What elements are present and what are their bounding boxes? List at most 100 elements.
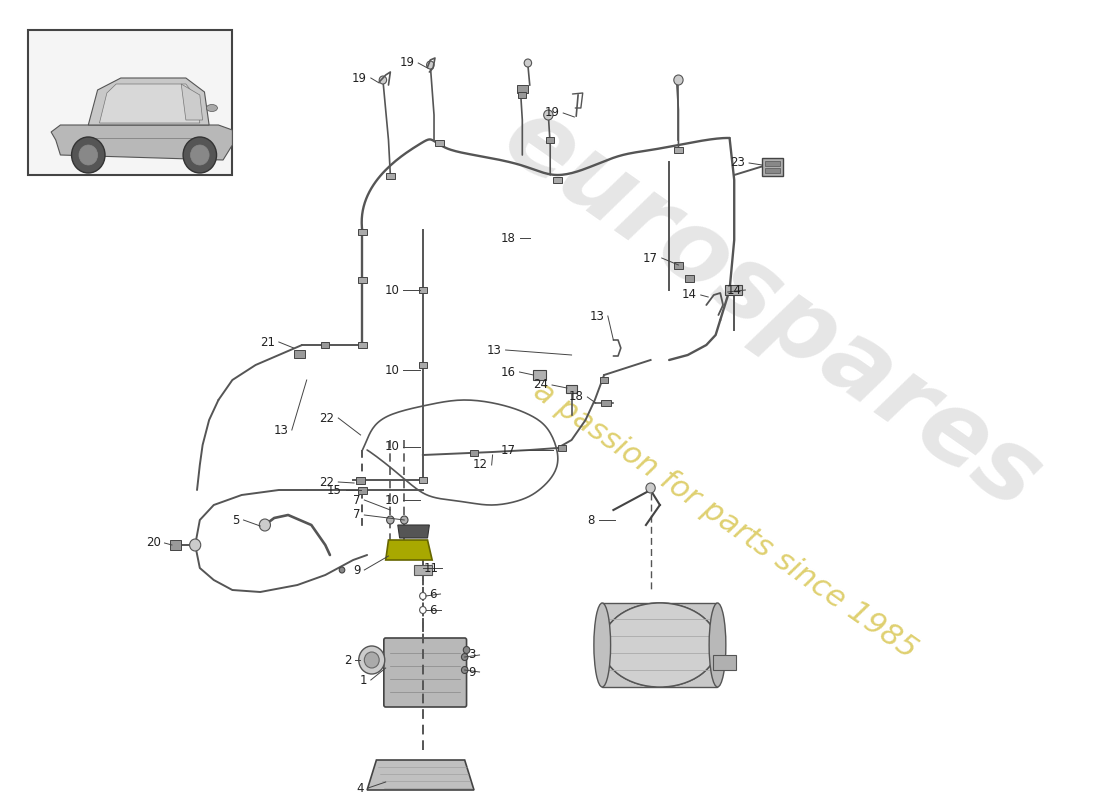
Bar — [713, 655, 736, 670]
Bar — [600, 377, 608, 383]
Text: 20: 20 — [146, 537, 161, 550]
Text: 17: 17 — [500, 443, 516, 457]
Circle shape — [379, 76, 386, 84]
Text: 10: 10 — [385, 441, 399, 454]
Circle shape — [543, 110, 553, 120]
Text: 21: 21 — [260, 335, 275, 349]
Bar — [602, 603, 717, 687]
Text: 13: 13 — [273, 423, 288, 437]
Circle shape — [79, 145, 98, 165]
Text: 6: 6 — [429, 603, 437, 617]
FancyBboxPatch shape — [384, 638, 466, 707]
Bar — [674, 262, 683, 269]
Bar — [546, 137, 554, 143]
Text: 10: 10 — [385, 494, 399, 506]
Bar — [294, 350, 305, 358]
Bar — [321, 342, 330, 348]
Circle shape — [419, 593, 426, 599]
Circle shape — [461, 666, 468, 674]
Bar — [674, 147, 683, 153]
Circle shape — [461, 654, 468, 661]
Circle shape — [419, 606, 426, 614]
Polygon shape — [367, 760, 474, 790]
Text: 24: 24 — [534, 378, 548, 391]
Bar — [28, 30, 232, 175]
Polygon shape — [398, 525, 429, 538]
Circle shape — [72, 137, 104, 173]
Bar — [470, 450, 478, 456]
Bar — [725, 285, 741, 295]
Circle shape — [427, 61, 434, 69]
Circle shape — [359, 646, 385, 674]
Circle shape — [364, 652, 380, 668]
Bar — [386, 173, 395, 179]
Circle shape — [183, 137, 217, 173]
Bar — [517, 85, 528, 93]
Ellipse shape — [594, 603, 610, 687]
Bar — [764, 161, 780, 166]
Bar — [419, 477, 427, 483]
Text: 14: 14 — [727, 283, 741, 297]
Bar — [436, 140, 443, 146]
Polygon shape — [386, 540, 432, 560]
Bar — [419, 287, 427, 293]
Text: 10: 10 — [385, 283, 399, 297]
Text: 17: 17 — [644, 251, 658, 265]
Text: 8: 8 — [587, 514, 595, 526]
Text: 23: 23 — [730, 157, 746, 170]
Text: 6: 6 — [429, 587, 437, 601]
Ellipse shape — [602, 603, 717, 687]
Text: a passion for parts since 1985: a passion for parts since 1985 — [528, 376, 922, 664]
Bar — [685, 274, 694, 282]
Circle shape — [189, 539, 200, 551]
Bar — [419, 362, 427, 368]
Text: 14: 14 — [682, 289, 697, 302]
Circle shape — [339, 567, 344, 573]
Ellipse shape — [710, 603, 726, 687]
Circle shape — [190, 145, 209, 165]
Bar — [553, 177, 562, 183]
Ellipse shape — [207, 105, 218, 111]
Text: 16: 16 — [500, 366, 516, 378]
Text: 12: 12 — [473, 458, 488, 471]
Text: 7: 7 — [353, 494, 361, 506]
Circle shape — [525, 59, 531, 67]
Polygon shape — [182, 84, 202, 120]
Polygon shape — [88, 78, 209, 125]
Circle shape — [400, 516, 408, 524]
Bar — [762, 158, 782, 176]
Bar — [518, 92, 527, 98]
Bar — [602, 400, 610, 406]
Bar — [358, 486, 367, 494]
Bar — [764, 168, 780, 173]
Text: 15: 15 — [327, 483, 342, 497]
Circle shape — [463, 646, 470, 654]
Text: 13: 13 — [487, 343, 502, 357]
Text: 18: 18 — [500, 231, 516, 245]
Text: 3: 3 — [469, 649, 476, 662]
Bar — [566, 385, 578, 393]
Text: 11: 11 — [424, 562, 439, 574]
Bar — [356, 477, 365, 483]
Text: 22: 22 — [320, 475, 334, 489]
Text: 19: 19 — [352, 71, 367, 85]
Text: 2: 2 — [344, 654, 351, 666]
Text: 18: 18 — [569, 390, 584, 403]
Bar — [534, 370, 547, 380]
Bar — [359, 342, 366, 348]
Polygon shape — [99, 84, 200, 123]
Text: 19: 19 — [399, 57, 415, 70]
Text: 10: 10 — [385, 363, 399, 377]
Text: eurospares: eurospares — [484, 89, 1058, 531]
Bar — [170, 540, 182, 550]
Text: 9: 9 — [469, 666, 476, 678]
Bar — [359, 277, 366, 283]
Ellipse shape — [602, 603, 717, 687]
Text: 5: 5 — [232, 514, 240, 526]
Text: 9: 9 — [353, 563, 361, 577]
Bar — [414, 565, 432, 575]
Text: 4: 4 — [356, 782, 364, 794]
Text: 7: 7 — [353, 509, 361, 522]
Circle shape — [674, 75, 683, 85]
Circle shape — [260, 519, 271, 531]
